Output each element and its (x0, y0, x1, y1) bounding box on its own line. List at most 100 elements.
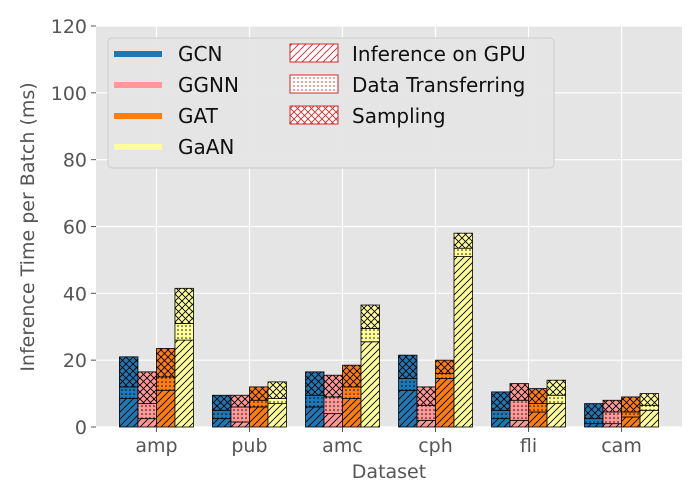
legend-label-gat: GAT (178, 104, 219, 128)
bar-gaan-amc-sampling (360, 304, 380, 329)
bar-ggnn-cam-inference (602, 423, 622, 428)
bar-ggnn-amc-inference (323, 413, 343, 428)
y-tick-label: 80 (63, 150, 87, 172)
x-tick-label-cph: cph (418, 435, 453, 457)
bar-gcn-cph-sampling (398, 354, 418, 379)
legend-component-label: Sampling (352, 104, 446, 128)
bar-gcn-amc-sampling (305, 371, 325, 396)
y-tick-label: 20 (63, 350, 87, 372)
bar-ggnn-pub-inference (230, 421, 250, 428)
bar-gaan-cph-sampling (453, 232, 473, 249)
bar-gaan-cam-sampling (639, 393, 659, 406)
legend-hatch-crosshatch (289, 105, 339, 125)
bar-ggnn-amc-sampling (323, 374, 343, 398)
bar-gat-amc-transfer (342, 386, 362, 399)
bar-gaan-amc-transfer (360, 328, 380, 343)
bar-gat-amp-transfer (156, 376, 176, 391)
bar-gcn-amc-transfer (305, 394, 325, 408)
bar-gat-pub-transfer (249, 399, 269, 408)
bar-ggnn-amp-sampling (137, 371, 157, 405)
bar-ggnn-amc-transfer (323, 396, 343, 415)
x-tick-label-cam: cam (601, 435, 642, 457)
bar-ggnn-amp-transfer (137, 403, 157, 420)
bar-gaan-pub-sampling (267, 381, 287, 399)
bar-gcn-amp-sampling (119, 356, 139, 388)
bar-gat-cph-transfer (435, 373, 455, 379)
legend-label-ggnn: GGNN (178, 73, 239, 97)
bar-gat-cph-sampling (435, 359, 455, 374)
y-tick-label: 40 (63, 283, 87, 305)
x-axis-ticks: amp pub amc cph fli cam (135, 427, 642, 457)
bar-gcn-fli-transfer (491, 409, 511, 420)
bar-gaan-amp-inference (174, 339, 194, 428)
x-tick-label-amp: amp (135, 435, 177, 457)
bar-ggnn-cam-sampling (602, 399, 622, 413)
bar-gcn-fli-inference (491, 418, 511, 428)
bar-gaan-amc-inference (360, 341, 380, 428)
bar-gcn-cph-transfer (398, 378, 418, 391)
bar-gaan-cam-transfer (639, 404, 659, 411)
bar-gaan-cph-inference (453, 256, 473, 428)
bar-gaan-fli-inference (546, 403, 566, 428)
y-tick-label: 0 (75, 417, 87, 439)
y-axis-ticks: 0 20 40 60 80 100 120 (51, 16, 96, 439)
y-axis-label: Inference Time per Batch (ms) (17, 82, 39, 371)
bar-gcn-amc-inference (305, 406, 325, 428)
bars (119, 232, 659, 428)
legend-box (107, 37, 555, 169)
legend-component-label: Inference on GPU (352, 42, 526, 66)
bar-gaan-cam-inference (639, 409, 659, 428)
bar-ggnn-fli-transfer (509, 399, 529, 421)
bar-gat-cam-sampling (621, 396, 641, 413)
y-tick-label: 100 (51, 83, 87, 105)
bar-gat-pub-sampling (249, 386, 269, 401)
x-axis-label: Dataset (352, 461, 426, 483)
bar-gcn-pub-inference (212, 418, 232, 428)
bar-gat-cam-inference (621, 416, 641, 428)
x-tick-label-pub: pub (231, 435, 267, 457)
bar-gcn-fli-sampling (491, 391, 511, 411)
bar-gaan-fli-transfer (546, 394, 566, 405)
bar-gat-fli-inference (528, 411, 548, 428)
legend: GCN GGNN GAT GaAN Inference on GPU Data Trans… (107, 37, 555, 169)
bar-gat-fli-transfer (528, 403, 548, 413)
bar-gcn-amp-inference (119, 398, 139, 428)
y-tick-label: 120 (51, 16, 87, 38)
bar-gat-amc-sampling (342, 364, 362, 388)
bar-gcn-cam-inference (584, 423, 604, 428)
bar-ggnn-pub-sampling (230, 394, 250, 408)
bar-gat-cph-inference (435, 378, 455, 428)
bar-ggnn-cam-transfer (602, 411, 622, 425)
legend-component-label: Data Transferring (352, 73, 525, 97)
bar-gat-amp-inference (156, 389, 176, 428)
bar-gat-pub-inference (249, 406, 269, 428)
bar-gcn-amp-transfer (119, 386, 139, 399)
bar-ggnn-cph-inference (416, 419, 436, 428)
legend-hatch-dots (289, 74, 339, 94)
bar-gaan-pub-inference (267, 403, 287, 428)
bar-gat-fli-sampling (528, 388, 548, 405)
bar-ggnn-cph-sampling (416, 386, 436, 406)
legend-hatch-diagonal (289, 43, 339, 63)
bar-gaan-amp-transfer (174, 323, 194, 341)
y-tick-label: 60 (63, 217, 87, 239)
bar-gcn-cam-sampling (584, 403, 604, 420)
bar-ggnn-pub-transfer (230, 406, 250, 423)
x-tick-label-fli: fli (520, 435, 537, 457)
bar-ggnn-amp-inference (137, 418, 157, 428)
bar-gaan-fli-sampling (546, 379, 566, 396)
bar-gcn-pub-transfer (212, 409, 232, 420)
bar-gcn-cph-inference (398, 389, 418, 428)
bar-gaan-cph-transfer (453, 247, 473, 257)
bar-ggnn-fli-sampling (509, 383, 529, 401)
bar-gcn-cam-transfer (584, 418, 604, 425)
legend-label-gcn: GCN (178, 42, 222, 66)
bar-gcn-pub-sampling (212, 394, 232, 411)
bar-gat-cam-transfer (621, 411, 641, 418)
bar-gaan-amp-sampling (174, 287, 194, 324)
legend-label-gaan: GaAN (178, 135, 234, 159)
x-tick-label-amc: amc (322, 435, 363, 457)
bar-ggnn-cph-transfer (416, 404, 436, 421)
bar-ggnn-fli-inference (509, 419, 529, 428)
